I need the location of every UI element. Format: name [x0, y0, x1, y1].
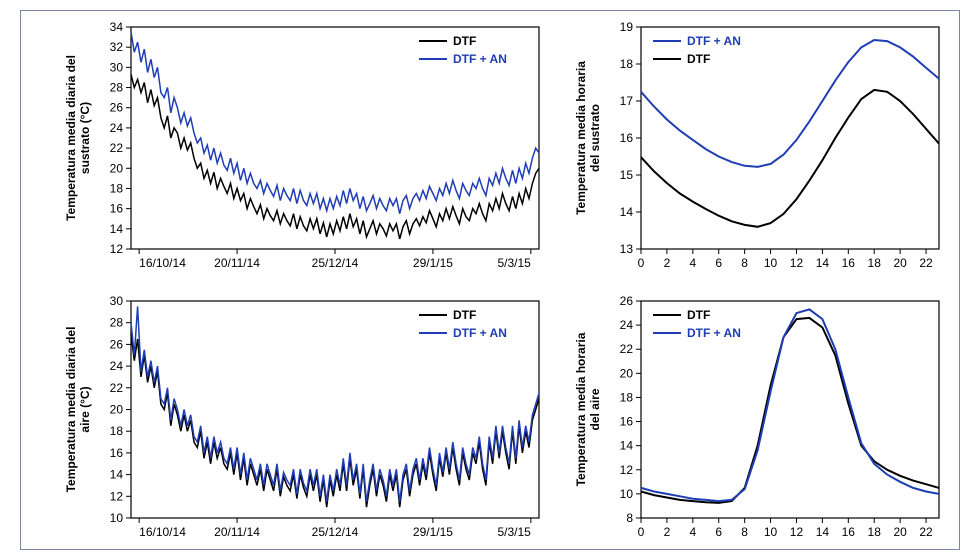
svg-text:16/10/14: 16/10/14	[139, 525, 186, 539]
svg-text:10: 10	[764, 256, 778, 270]
svg-text:5/3/15: 5/3/15	[497, 256, 531, 270]
svg-text:DTF + AN: DTF + AN	[687, 326, 741, 340]
svg-text:18: 18	[868, 525, 882, 539]
svg-text:5/3/15: 5/3/15	[497, 525, 531, 539]
svg-text:34: 34	[110, 20, 124, 34]
svg-text:24: 24	[110, 121, 124, 135]
svg-text:14: 14	[110, 468, 124, 482]
svg-text:22: 22	[620, 342, 634, 356]
svg-text:16: 16	[110, 202, 124, 216]
panel-bottom-left: 10 12 14 16 18 20 22 24 26 28 30 16/10/14 20/11/14 25…	[59, 291, 549, 546]
svg-text:25/12/14: 25/12/14	[312, 256, 359, 270]
svg-text:22: 22	[110, 381, 124, 395]
svg-text:10: 10	[764, 525, 778, 539]
svg-text:16: 16	[842, 525, 856, 539]
svg-text:Temperatura media diaria del: Temperatura media diaria del	[64, 327, 78, 493]
svg-text:DTF: DTF	[453, 34, 476, 48]
svg-text:16: 16	[620, 415, 634, 429]
svg-text:19: 19	[620, 20, 634, 34]
svg-text:28: 28	[110, 81, 124, 95]
svg-text:12: 12	[110, 242, 124, 256]
svg-text:13: 13	[620, 242, 634, 256]
svg-text:8: 8	[741, 525, 748, 539]
svg-text:25/12/14: 25/12/14	[312, 525, 359, 539]
panel-top-left: 12 14 16 18 20 22 24 26 28 30 32 34 16/10/14 20/11/14…	[59, 17, 549, 277]
svg-text:0: 0	[638, 256, 645, 270]
svg-text:18: 18	[620, 390, 634, 404]
svg-text:DTF: DTF	[453, 308, 476, 322]
svg-text:16/10/14: 16/10/14	[139, 256, 186, 270]
svg-text:14: 14	[816, 256, 830, 270]
svg-text:20: 20	[893, 256, 907, 270]
svg-text:12: 12	[790, 256, 804, 270]
chart-tr: 13 14 15 16 17 18 19 0 2 4 6 8 10 12 14 16 18 20 22 Tempera…	[569, 17, 949, 277]
svg-text:26: 26	[620, 294, 634, 308]
svg-text:29/1/15: 29/1/15	[413, 256, 453, 270]
svg-text:20: 20	[893, 525, 907, 539]
svg-text:20: 20	[110, 161, 124, 175]
svg-text:22: 22	[110, 141, 124, 155]
svg-text:16: 16	[110, 446, 124, 460]
svg-text:18: 18	[620, 57, 634, 71]
svg-text:18: 18	[110, 424, 124, 438]
svg-text:4: 4	[689, 256, 696, 270]
svg-text:12: 12	[790, 525, 804, 539]
svg-text:30: 30	[110, 294, 124, 308]
svg-text:22: 22	[919, 256, 933, 270]
svg-text:24: 24	[620, 318, 634, 332]
svg-text:26: 26	[110, 101, 124, 115]
svg-text:8: 8	[741, 256, 748, 270]
svg-text:16: 16	[842, 256, 856, 270]
svg-text:20: 20	[110, 403, 124, 417]
svg-text:del aire: del aire	[588, 388, 602, 430]
svg-text:18: 18	[868, 256, 882, 270]
chart-bl: 10 12 14 16 18 20 22 24 26 28 30 16/10/14 20/11/14 25…	[59, 291, 549, 546]
svg-text:17: 17	[620, 94, 634, 108]
svg-text:32: 32	[110, 40, 124, 54]
svg-text:12: 12	[620, 463, 634, 477]
svg-text:30: 30	[110, 60, 124, 74]
svg-text:DTF: DTF	[687, 52, 710, 66]
svg-text:12: 12	[110, 489, 124, 503]
svg-text:DTF + AN: DTF + AN	[453, 52, 507, 66]
svg-text:4: 4	[689, 525, 696, 539]
svg-text:aire (°C): aire (°C)	[78, 386, 92, 432]
svg-text:DTF + AN: DTF + AN	[453, 326, 507, 340]
svg-text:6: 6	[715, 256, 722, 270]
panel-top-right: 13 14 15 16 17 18 19 0 2 4 6 8 10 12 14 16 18 20 22 Tempera…	[569, 17, 949, 277]
svg-text:20/11/14: 20/11/14	[214, 256, 260, 270]
svg-text:24: 24	[110, 359, 124, 373]
svg-text:14: 14	[620, 439, 634, 453]
figure-frame: 12141618202224262830323416/10/1420/11/14…	[20, 10, 960, 550]
svg-text:14: 14	[110, 222, 124, 236]
svg-text:sustrato (°C): sustrato (°C)	[78, 102, 92, 174]
svg-text:Temperatura media horaria: Temperatura media horaria	[574, 61, 588, 215]
svg-text:2: 2	[664, 525, 671, 539]
svg-text:29/1/15: 29/1/15	[413, 525, 453, 539]
svg-text:14: 14	[816, 525, 830, 539]
svg-text:Temperatura media diaria del: Temperatura media diaria del	[64, 55, 78, 221]
svg-text:8: 8	[626, 511, 633, 525]
svg-text:16: 16	[620, 131, 634, 145]
svg-text:2: 2	[664, 256, 671, 270]
svg-text:22: 22	[919, 525, 933, 539]
svg-text:15: 15	[620, 168, 634, 182]
panel-bottom-right: 81012141618202224260246810121416182022Te…	[569, 291, 949, 546]
svg-text:14: 14	[620, 205, 634, 219]
chart-tl: 12 14 16 18 20 22 24 26 28 30 32 34 16/10/14 20/11/14…	[59, 17, 549, 277]
svg-text:18: 18	[110, 181, 124, 195]
svg-text:20/11/14: 20/11/14	[214, 525, 260, 539]
svg-text:DTF + AN: DTF + AN	[687, 34, 741, 48]
svg-text:28: 28	[110, 316, 124, 330]
svg-text:0: 0	[638, 525, 645, 539]
svg-text:20: 20	[620, 366, 634, 380]
svg-text:Temperatura media horaria: Temperatura media horaria	[574, 332, 588, 486]
svg-text:6: 6	[715, 525, 722, 539]
svg-text:10: 10	[620, 487, 634, 501]
svg-text:del sustrato: del sustrato	[588, 104, 602, 172]
svg-text:DTF: DTF	[687, 308, 710, 322]
svg-text:26: 26	[110, 337, 124, 351]
svg-text:10: 10	[110, 511, 124, 525]
chart-br: 81012141618202224260246810121416182022Te…	[569, 291, 949, 546]
